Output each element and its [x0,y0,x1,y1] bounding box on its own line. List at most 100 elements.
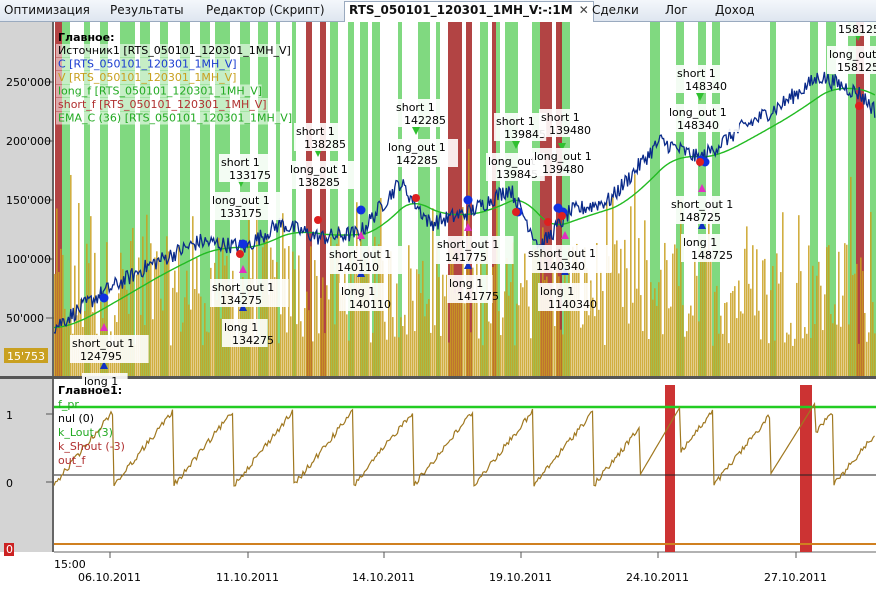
volume-bar [714,291,716,376]
volume-bar [822,330,824,376]
volume-bar [622,306,624,376]
volume-bar [302,336,304,376]
marker-up [464,223,472,231]
tab-label: Результаты [110,3,184,17]
tab-1[interactable]: Результаты [110,2,184,20]
volume-bar [552,252,554,376]
volume-bar [666,260,668,376]
short-band [320,22,326,376]
volume-bar [156,251,158,376]
volume-bar [810,337,812,376]
volume-bar [874,333,876,376]
tab-3[interactable]: RTS_050101_120301_1MH_V:-:1M ✕ [344,1,594,22]
volume-bar [306,291,308,376]
volume-bar [498,311,500,376]
volume-bar [64,308,66,376]
volume-bar [486,240,488,376]
volume-bar [132,227,134,376]
volume-bar [252,248,254,376]
volume-bar [286,332,288,376]
volume-bar [824,294,826,376]
long-band [870,22,876,376]
volume-bar [448,342,450,376]
volume-bar [194,289,196,376]
tab-label: Доход [715,3,755,17]
tab-4[interactable]: Сделки [592,2,639,20]
volume-bar [650,282,652,376]
volume-bar [490,323,492,376]
volume-bar [554,326,556,376]
volume-bar [800,271,802,376]
volume-bar [830,314,832,376]
marker-down [512,141,520,149]
volume-bar [738,280,740,376]
x-date-label: 19.10.2011 [489,571,552,584]
trade-label-value: 140110 [349,298,391,311]
trade-label-text: short 1 [496,115,535,128]
tab-bar: Оптимизация Результаты Редактор (Скрипт) RT… [0,0,876,22]
legend-item: long_f [RTS_050101_120301_1MH_V] [58,85,262,98]
volume-bar [686,331,688,376]
volume-bar [562,334,564,376]
volume-bar [428,299,430,376]
close-icon[interactable]: ✕ [578,3,589,17]
volume-bar [606,201,608,376]
trade-label-value: 139845 [496,168,538,181]
volume-bar [634,174,636,376]
marker-up [698,221,706,229]
volume-bar [164,255,166,376]
volume-bar [372,332,374,376]
zero-badge-label: 0 [6,543,13,556]
volume-bar [328,299,330,376]
volume-bar [390,251,392,376]
volume-bar [730,292,732,376]
volume-bar [790,322,792,376]
tab-6[interactable]: Доход [715,2,754,20]
volume-bar [446,274,448,376]
price-line [53,71,876,334]
volume-bar [694,258,696,376]
volume-bar [202,345,204,376]
trade-label-text: long_out 1 [534,150,592,163]
volume-bar [518,305,520,376]
volume-bar [288,246,290,376]
trade-label-text: short 1 [296,125,335,138]
volume-bar [120,252,122,376]
volume-bar [268,294,270,376]
volume-bar [396,283,398,376]
tab-5[interactable]: Лог [665,2,688,20]
volume-bar [418,274,420,376]
volume-bar [394,336,396,376]
volume-bar [624,239,626,376]
volume-bar [508,295,510,376]
volume-bar [612,196,614,376]
volume-bar [724,303,726,376]
f-pr-line [53,401,875,487]
volume-bar [626,268,628,376]
volume-bar [142,236,144,376]
chart-area[interactable]: short 1 133175 long_out 1 133175 short_out 1… [0,21,876,587]
volume-bar [70,174,72,376]
volume-bar [840,326,842,376]
tab-0[interactable]: Оптимизация [4,2,90,20]
volume-bar [532,251,534,376]
volume-bar [766,294,768,376]
y-tick-label: 50'000 [6,312,44,325]
marker-down [696,93,704,101]
volume-bar [700,239,702,376]
volume-bar [844,243,846,376]
tab-2[interactable]: Редактор (Скрипт) [206,2,325,20]
volume-bar [336,243,338,376]
volume-bar [560,329,562,376]
volume-bar [774,340,776,376]
volume-bar [346,314,348,376]
volume-bar [226,255,228,376]
volume-bar [444,296,446,376]
volume-bar [270,247,272,376]
volume-bar [860,257,862,376]
